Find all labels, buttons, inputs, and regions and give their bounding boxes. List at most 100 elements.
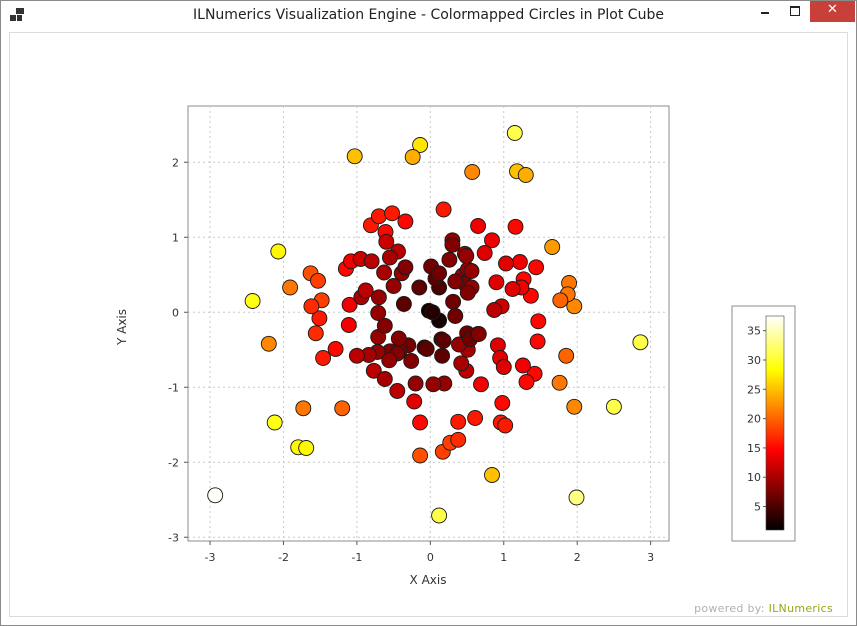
scatter-point — [381, 352, 398, 369]
x-tick-label: -3 — [205, 551, 216, 564]
scatter-point — [412, 414, 429, 431]
scatter-point — [334, 400, 351, 417]
scatter-point — [298, 440, 315, 456]
scatter-point — [506, 125, 523, 141]
scatter-point — [295, 400, 312, 417]
scatter-point — [357, 282, 374, 299]
scatter-point — [303, 298, 320, 315]
scatter-point — [511, 254, 528, 270]
ilnumerics-brand-link[interactable]: ILNumerics — [768, 602, 833, 615]
scatter-point — [476, 245, 493, 261]
x-tick-label: -2 — [278, 551, 289, 564]
scatter-point — [282, 279, 299, 296]
scatter-point — [447, 273, 464, 290]
close-button[interactable]: ✕ — [810, 1, 855, 22]
colorbar-tick-label: 5 — [754, 501, 761, 514]
x-tick-label: 2 — [574, 551, 581, 564]
scatter-point — [530, 313, 547, 330]
scatter-point — [431, 507, 448, 524]
minimize-button[interactable] — [751, 1, 779, 22]
y-tick-label: 2 — [172, 156, 179, 169]
scatter-point — [370, 208, 387, 225]
scatter-point — [568, 489, 585, 506]
x-tick-label: 3 — [647, 551, 654, 564]
plot-area — [187, 105, 670, 542]
scatter-point — [494, 395, 511, 411]
title-bar[interactable]: ILNumerics Visualization Engine - Colorm… — [1, 1, 856, 32]
colorbar-tick-label: 30 — [747, 354, 761, 367]
scatter-point — [424, 304, 441, 321]
scatter-point — [431, 265, 448, 282]
y-tick-label: -3 — [168, 531, 179, 544]
scatter-point — [463, 263, 480, 279]
scatter-point — [340, 317, 357, 333]
scatter-point — [397, 259, 414, 276]
scatter-point — [381, 249, 398, 266]
scatter-point — [370, 289, 387, 306]
scatter-point — [385, 278, 402, 294]
scatter-point — [444, 236, 461, 253]
powered-by-label: powered by: — [694, 602, 765, 615]
scatter-point — [244, 293, 261, 309]
scatter-point — [507, 218, 524, 235]
colorbar-frame — [731, 305, 796, 542]
scatter-point — [327, 341, 344, 357]
app-icon[interactable] — [10, 8, 24, 22]
scatter-point — [404, 149, 421, 165]
scatter-point — [395, 296, 412, 312]
scatter-point — [518, 374, 535, 390]
scatter-point — [458, 248, 475, 264]
scatter-point — [605, 398, 622, 415]
scatter-point — [441, 251, 458, 268]
scatter-point — [632, 334, 649, 351]
scatter-point — [435, 332, 452, 349]
x-tick-label: -1 — [351, 551, 362, 564]
scatter-point — [397, 213, 414, 230]
y-tick-label: 1 — [172, 231, 179, 244]
scatter-point — [376, 371, 393, 387]
scatter-points — [207, 125, 649, 524]
scatter-point — [389, 383, 406, 399]
window-title: ILNumerics Visualization Engine - Colorm… — [193, 7, 664, 23]
scatter-point — [311, 310, 328, 327]
scatter-point — [470, 326, 487, 342]
scatter-point — [529, 333, 546, 350]
scatter-point — [528, 259, 545, 276]
scatter-point — [544, 239, 561, 255]
scatter-point — [390, 330, 407, 347]
scatter-point — [348, 347, 365, 364]
colorbar-tick-label: 20 — [747, 413, 761, 426]
scatter-point — [341, 296, 358, 313]
scatter-point — [445, 293, 462, 310]
scatter-point — [464, 164, 481, 180]
y-axis-label: Y Axis — [115, 309, 129, 346]
colorbar: 5 10 15 20 25 30 35 — [731, 305, 796, 542]
scatter-point — [384, 205, 401, 222]
scatter-point — [484, 232, 500, 249]
scatter-point — [365, 362, 382, 379]
y-tick-label: -2 — [168, 456, 179, 469]
y-tick-label: 0 — [172, 306, 179, 319]
scatter-point — [376, 264, 393, 281]
scatter-point — [450, 413, 467, 430]
scatter-point — [363, 253, 380, 270]
scatter-point — [407, 375, 424, 392]
scatter-point — [412, 137, 429, 153]
scatter-point — [403, 353, 420, 369]
scatter-point — [470, 218, 487, 234]
scatter-point — [488, 274, 505, 291]
scatter-point — [406, 393, 423, 410]
scatter-point — [270, 243, 287, 260]
colorbar-tick-label: 35 — [747, 325, 761, 338]
scatter-point — [453, 355, 470, 372]
close-icon: ✕ — [827, 2, 838, 17]
maximize-button[interactable] — [781, 1, 809, 22]
scatter-point — [207, 487, 224, 504]
colorbar-ticks: 5 10 15 20 25 30 35 — [747, 325, 766, 514]
axis-ticks: -3 -2 -1 0 1 2 3 -3 -2 -1 0 1 2 — [168, 156, 654, 564]
scatter-point — [346, 148, 363, 165]
scatter-point — [370, 305, 387, 321]
y-tick-label: -1 — [168, 381, 179, 394]
